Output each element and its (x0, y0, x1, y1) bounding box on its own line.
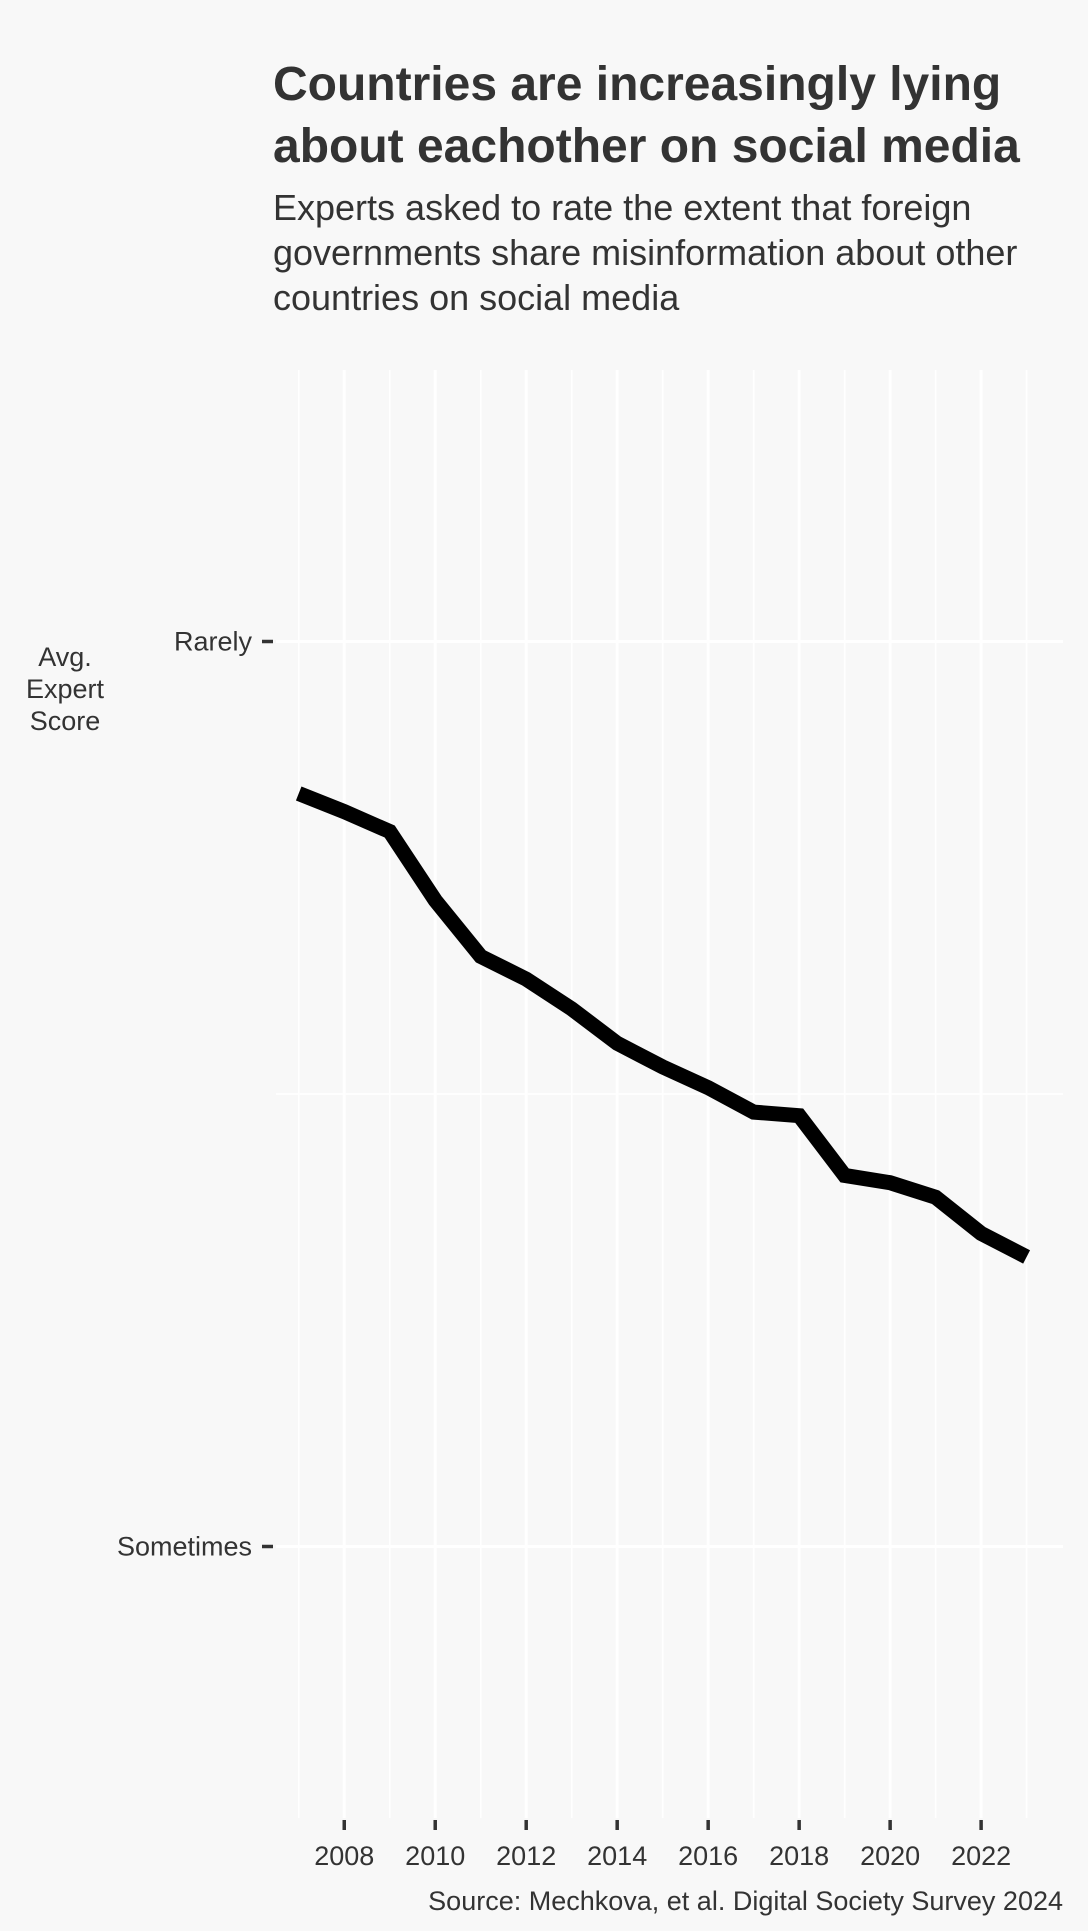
y-tick-label: Rarely (174, 627, 253, 657)
x-tick-label: 2018 (769, 1841, 829, 1871)
y-axis-label-line: Expert (26, 674, 105, 704)
chart-title-line: Countries are increasingly lying (273, 58, 1001, 111)
chart-subtitle-line: Experts asked to rate the extent that fo… (273, 187, 971, 228)
x-tick-label: 2016 (678, 1841, 738, 1871)
chart-title-line: about eachother on social media (273, 120, 1020, 173)
x-tick-label: 2020 (860, 1841, 920, 1871)
chart-caption: Source: Mechkova, et al. Digital Society… (428, 1886, 1063, 1916)
x-axis: 2008 2010 2012 2014 2016 2018 2020 2022 (314, 1820, 1011, 1871)
grid (276, 370, 1063, 1818)
y-tick-label: Sometimes (117, 1532, 252, 1562)
chart-header: Countries are increasingly lying about ea… (273, 58, 1020, 318)
chart-subtitle-line: governments share misinformation about o… (273, 232, 1017, 273)
x-tick-label: 2008 (314, 1841, 374, 1871)
series-group (295, 786, 1031, 1264)
chart-subtitle-line: countries on social media (273, 277, 680, 318)
y-axis-label-line: Score (30, 706, 101, 736)
series-line (295, 786, 1031, 1264)
chart-footer: Source: Mechkova, et al. Digital Society… (428, 1886, 1063, 1916)
x-tick-label: 2010 (405, 1841, 465, 1871)
x-tick-label: 2022 (951, 1841, 1011, 1871)
y-axis-label-line: Avg. (38, 642, 92, 672)
x-tick-label: 2014 (587, 1841, 647, 1871)
x-tick-label: 2012 (496, 1841, 556, 1871)
